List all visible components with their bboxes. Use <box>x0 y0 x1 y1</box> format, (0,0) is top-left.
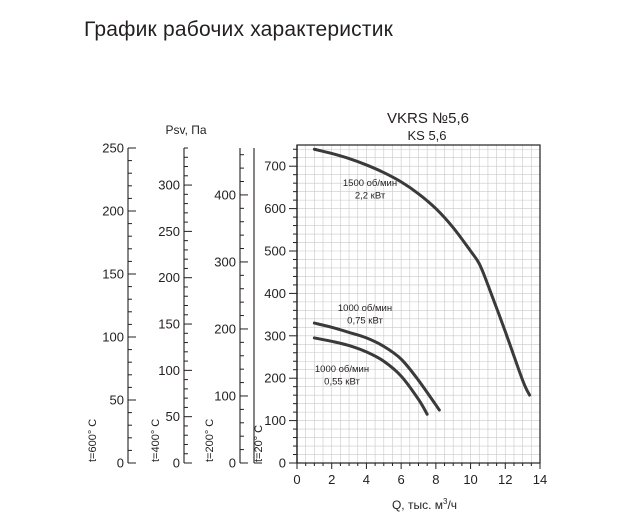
x-axis-title: Q, тыс. м3/ч <box>392 497 457 512</box>
aux-tick-label: 100 <box>102 330 124 345</box>
x-tick-label: 12 <box>498 472 512 487</box>
series-line <box>312 147 532 397</box>
aux-tick-label: 0 <box>173 456 180 471</box>
series-annotation: 0,75 кВт <box>347 316 383 327</box>
x-tick-label: 2 <box>328 472 335 487</box>
y-tick-label: 0 <box>279 456 286 471</box>
y-tick-label: 200 <box>264 371 286 386</box>
series-annotation: 1000 об/мин <box>315 364 369 375</box>
x-tick-label: 0 <box>293 472 300 487</box>
page-title: График рабочих характеристик <box>84 18 394 41</box>
aux-tick-label: 150 <box>158 317 180 332</box>
y-tick-label: 500 <box>264 244 286 259</box>
x-tick-label: 14 <box>533 472 547 487</box>
aux-tick-label: 0 <box>229 456 236 471</box>
x-tick-label: 4 <box>363 472 370 487</box>
aux-tick-label: 150 <box>102 267 124 282</box>
series-annotation: 2,2 кВт <box>355 191 386 202</box>
aux-tick-label: 50 <box>166 409 180 424</box>
aux-scale-label: t=600° C <box>87 419 99 462</box>
aux-tick-label: 100 <box>158 363 180 378</box>
aux-tick-label: 300 <box>158 178 180 193</box>
y-axis-title: Psv, Па <box>165 123 206 137</box>
series-annotation: 1500 об/мин <box>343 178 397 189</box>
aux-tick-label: 200 <box>214 321 236 336</box>
series-line <box>312 321 441 412</box>
y-tick-label: 700 <box>264 159 286 174</box>
chart-title: VKRS №5,6 <box>387 110 469 127</box>
y-tick-label: 400 <box>264 286 286 301</box>
chart-subtitle: KS 5,6 <box>407 128 446 143</box>
series-annotation: 1000 об/мин <box>338 303 392 314</box>
aux-scale-label: t=20° C <box>253 425 265 462</box>
aux-tick-label: 250 <box>158 224 180 239</box>
aux-tick-label: 50 <box>110 393 124 408</box>
aux-tick-label: 200 <box>102 204 124 219</box>
aux-tick-label: 100 <box>214 388 236 403</box>
aux-scale-label: t=400° C <box>150 419 162 462</box>
aux-tick-label: 400 <box>214 187 236 202</box>
aux-tick-label: 0 <box>117 456 124 471</box>
aux-tick-label: 300 <box>214 254 236 269</box>
aux-scale-label: t=200° C <box>204 419 216 462</box>
x-tick-label: 10 <box>463 472 477 487</box>
x-tick-label: 6 <box>398 472 405 487</box>
aux-tick-label: 250 <box>102 141 124 156</box>
aux-tick-label: 200 <box>158 270 180 285</box>
y-tick-label: 600 <box>264 201 286 216</box>
y-tick-label: 300 <box>264 328 286 343</box>
y-tick-label: 100 <box>264 413 286 428</box>
series-line <box>312 336 429 416</box>
series-annotation: 0,55 кВт <box>324 377 360 388</box>
x-tick-label: 8 <box>432 472 439 487</box>
